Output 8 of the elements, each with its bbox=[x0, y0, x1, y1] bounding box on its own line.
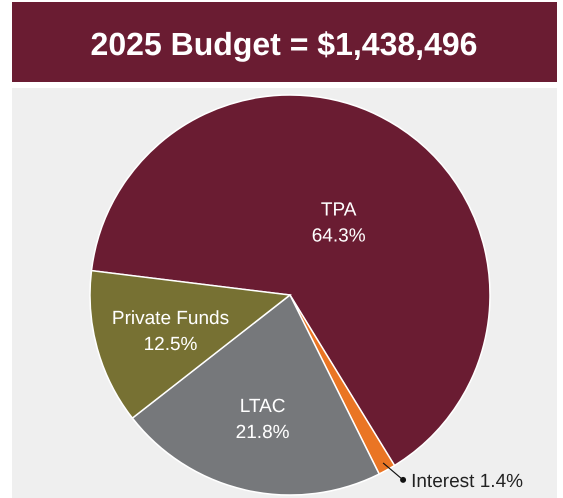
slice-label: LTAC bbox=[240, 396, 286, 417]
slice-label: Private Funds bbox=[112, 308, 230, 330]
data-label: 12.5% bbox=[144, 334, 198, 356]
data-label: 21.8% bbox=[236, 422, 290, 443]
data-label: 64.3% bbox=[312, 225, 366, 246]
chart-title: 2025 Budget = $1,438,496 bbox=[90, 26, 478, 62]
slice-label: TPA bbox=[320, 199, 357, 220]
slice-label: Interest 1.4% bbox=[411, 470, 524, 492]
